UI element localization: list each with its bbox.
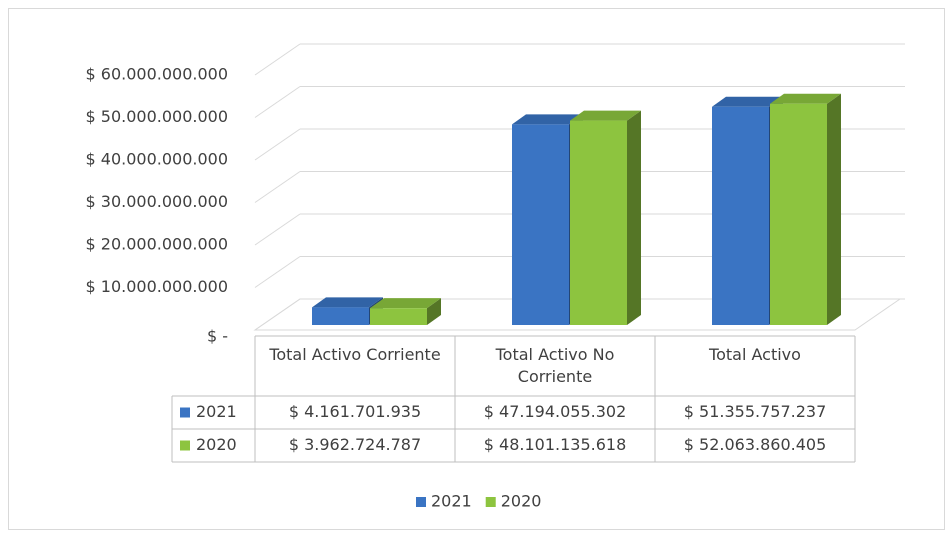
bar-top (370, 298, 441, 309)
bar (512, 124, 569, 325)
category-cell: Total Activo Corriente (269, 345, 441, 364)
y-tick-label: $ 20.000.000.000 (86, 235, 229, 254)
grid-line (254, 298, 301, 331)
grid-line (254, 43, 301, 76)
table-series-name: 2021 (196, 402, 237, 421)
grid-line (254, 256, 301, 288)
legend-key (180, 440, 190, 451)
bar (770, 103, 827, 325)
bar-side (827, 93, 841, 325)
category-cell: Total Activo No Corriente (495, 345, 615, 386)
category-cell: Total Activo (709, 345, 801, 364)
legend-key (485, 497, 496, 507)
bar-top (770, 93, 841, 104)
legend-key (180, 407, 190, 418)
legend-label: 2021 (431, 492, 472, 511)
table-value: $ 47.194.055.302 (484, 402, 627, 421)
table-series-name: 2020 (196, 435, 237, 454)
legend-label: 2020 (501, 492, 542, 511)
table-value: $ 48.101.135.618 (484, 435, 627, 454)
x-tick-label: Total Activo Corriente (269, 345, 441, 364)
y-tick-label: $ - (207, 327, 228, 346)
bar-top (512, 114, 583, 125)
table-value: $ 51.355.757.237 (684, 402, 827, 421)
table-value: $ 52.063.860.405 (684, 435, 827, 454)
bar-side (427, 298, 441, 325)
bar (370, 308, 427, 325)
y-tick-label: $ 50.000.000.000 (86, 107, 229, 126)
y-tick-label: $ 40.000.000.000 (86, 150, 229, 169)
x-tick-label: Total Activo (709, 345, 801, 364)
bar (712, 106, 769, 325)
grid-line (254, 171, 301, 203)
table-value: $ 4.161.701.935 (289, 402, 421, 421)
y-tick-label: $ 60.000.000.000 (86, 65, 229, 84)
bar-side (627, 110, 641, 325)
x-tick-label: Total Activo No Corriente (495, 345, 615, 386)
legend-key (416, 497, 426, 507)
bar (312, 307, 369, 325)
y-tick-label: $ 30.000.000.000 (86, 192, 229, 211)
grid-line (254, 128, 301, 161)
bar-top (712, 96, 783, 107)
bar-top (570, 110, 641, 121)
y-tick-label: $ 10.000.000.000 (86, 277, 229, 296)
bar-top (312, 297, 383, 308)
table-value: $ 3.962.724.787 (289, 435, 421, 454)
bar (570, 120, 627, 325)
grid-line (254, 213, 301, 246)
grid-line (254, 86, 301, 118)
